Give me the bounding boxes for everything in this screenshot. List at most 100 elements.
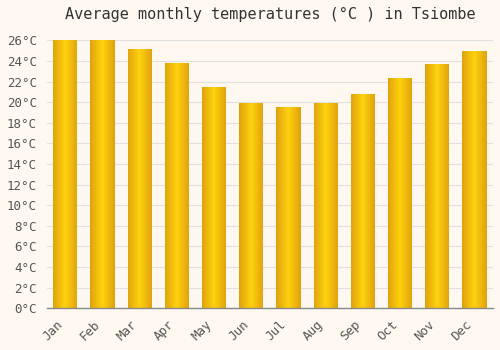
- Bar: [128, 49, 129, 308]
- Bar: [259, 103, 260, 308]
- Bar: [322, 103, 323, 308]
- Bar: [62, 40, 63, 308]
- Bar: [183, 63, 184, 308]
- Bar: [205, 87, 206, 308]
- Bar: [246, 103, 247, 308]
- Bar: [131, 49, 132, 308]
- Bar: [406, 78, 408, 308]
- Bar: [324, 103, 325, 308]
- Bar: [397, 78, 398, 308]
- Bar: [61, 40, 62, 308]
- Bar: [408, 78, 409, 308]
- Bar: [253, 103, 254, 308]
- Bar: [353, 94, 354, 308]
- Bar: [167, 63, 168, 308]
- Bar: [369, 94, 370, 308]
- Bar: [171, 63, 172, 308]
- Bar: [473, 51, 474, 308]
- Bar: [279, 107, 280, 308]
- Bar: [427, 64, 428, 308]
- Bar: [59, 40, 60, 308]
- Bar: [254, 103, 255, 308]
- Bar: [354, 94, 355, 308]
- Bar: [351, 94, 352, 308]
- Bar: [447, 64, 448, 308]
- Bar: [73, 40, 74, 308]
- Bar: [55, 40, 56, 308]
- Bar: [102, 40, 103, 308]
- Bar: [186, 63, 187, 308]
- Bar: [482, 51, 483, 308]
- Bar: [439, 64, 440, 308]
- Bar: [240, 103, 241, 308]
- Bar: [283, 107, 284, 308]
- Bar: [242, 103, 243, 308]
- Bar: [323, 103, 324, 308]
- Bar: [391, 78, 392, 308]
- Bar: [280, 107, 281, 308]
- Bar: [362, 94, 363, 308]
- Bar: [166, 63, 167, 308]
- Bar: [184, 63, 186, 308]
- Bar: [462, 51, 463, 308]
- Bar: [316, 103, 317, 308]
- Bar: [431, 64, 432, 308]
- Bar: [109, 40, 110, 308]
- Bar: [72, 40, 73, 308]
- Bar: [177, 63, 178, 308]
- Bar: [180, 63, 181, 308]
- Bar: [139, 49, 140, 308]
- Bar: [256, 103, 258, 308]
- Bar: [331, 103, 332, 308]
- Bar: [64, 40, 66, 308]
- Bar: [481, 51, 482, 308]
- Bar: [108, 40, 109, 308]
- Bar: [326, 103, 327, 308]
- Bar: [176, 63, 177, 308]
- Bar: [206, 87, 207, 308]
- Bar: [282, 107, 283, 308]
- Bar: [225, 87, 226, 308]
- Bar: [463, 51, 464, 308]
- Bar: [135, 49, 136, 308]
- Bar: [219, 87, 220, 308]
- Bar: [434, 64, 435, 308]
- Bar: [66, 40, 67, 308]
- Bar: [477, 51, 478, 308]
- Bar: [147, 49, 148, 308]
- Bar: [403, 78, 404, 308]
- Bar: [484, 51, 486, 308]
- Bar: [207, 87, 208, 308]
- Bar: [99, 40, 100, 308]
- Bar: [142, 49, 144, 308]
- Bar: [239, 103, 240, 308]
- Bar: [480, 51, 481, 308]
- Bar: [70, 40, 72, 308]
- Bar: [465, 51, 466, 308]
- Bar: [188, 63, 189, 308]
- Bar: [360, 94, 361, 308]
- Bar: [445, 64, 446, 308]
- Bar: [211, 87, 212, 308]
- Bar: [106, 40, 108, 308]
- Bar: [284, 107, 285, 308]
- Bar: [290, 107, 291, 308]
- Bar: [358, 94, 359, 308]
- Bar: [470, 51, 471, 308]
- Bar: [394, 78, 395, 308]
- Bar: [54, 40, 55, 308]
- Bar: [426, 64, 427, 308]
- Bar: [430, 64, 431, 308]
- Bar: [325, 103, 326, 308]
- Bar: [398, 78, 399, 308]
- Bar: [222, 87, 223, 308]
- Bar: [448, 64, 450, 308]
- Bar: [278, 107, 279, 308]
- Bar: [148, 49, 150, 308]
- Bar: [298, 107, 300, 308]
- Bar: [60, 40, 61, 308]
- Bar: [281, 107, 282, 308]
- Bar: [110, 40, 111, 308]
- Bar: [372, 94, 373, 308]
- Bar: [464, 51, 465, 308]
